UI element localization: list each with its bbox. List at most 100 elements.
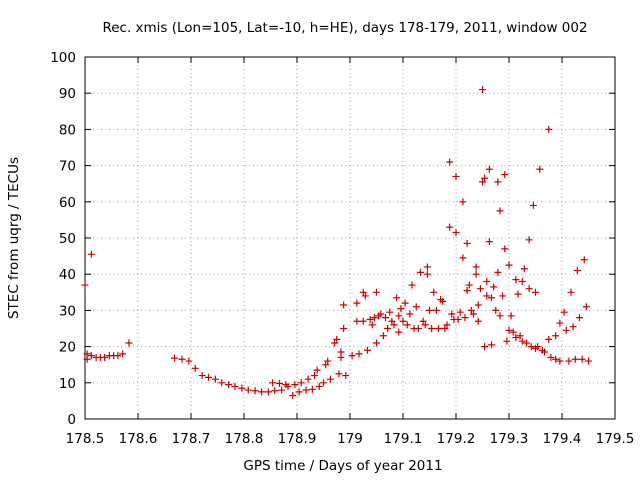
data-point: [370, 314, 378, 322]
data-point: [481, 343, 489, 351]
y-tick-label: 30: [59, 303, 76, 319]
data-point: [333, 335, 341, 343]
data-point: [552, 332, 560, 340]
data-point: [322, 361, 330, 369]
data-point: [456, 308, 464, 316]
data-point: [384, 325, 392, 332]
data-point: [125, 339, 133, 347]
data-point: [441, 325, 449, 332]
data-point: [512, 334, 520, 342]
data-point: [238, 384, 246, 392]
data-point: [490, 283, 498, 291]
plot-frame: [84, 56, 616, 420]
data-point: [251, 387, 259, 395]
data-point: [483, 292, 491, 300]
data-point: [575, 314, 583, 322]
data-point: [310, 372, 318, 380]
data-point: [225, 381, 233, 389]
y-tick-label: 100: [50, 50, 76, 66]
data-point: [518, 277, 526, 285]
data-point: [324, 357, 332, 365]
data-point: [560, 308, 568, 316]
x-tick-label: 178.6: [119, 431, 158, 447]
data-point: [353, 299, 361, 307]
data-point: [244, 386, 252, 394]
data-point: [366, 315, 374, 323]
data-point: [426, 306, 433, 314]
data-point: [302, 386, 310, 394]
data-point: [390, 321, 398, 329]
data-point: [348, 352, 356, 360]
data-point: [474, 301, 482, 309]
data-point: [569, 323, 577, 331]
x-tick-label: 179.3: [490, 431, 529, 447]
y-tick-label: 60: [59, 195, 76, 211]
data-point: [518, 337, 526, 345]
data-point: [459, 198, 467, 206]
data-point: [479, 86, 486, 94]
data-point: [585, 357, 592, 365]
y-tick-label: 90: [59, 86, 76, 102]
data-point: [547, 353, 555, 361]
data-point: [408, 281, 416, 289]
data-point: [479, 178, 486, 186]
data-point: [119, 350, 127, 358]
data-point: [340, 301, 348, 309]
data-point: [412, 303, 420, 311]
data-point: [278, 386, 286, 394]
data-point: [463, 239, 471, 247]
data-point: [373, 339, 380, 347]
data-point: [472, 263, 480, 271]
data-point: [552, 355, 560, 363]
data-point: [532, 288, 539, 296]
data-point: [571, 355, 579, 363]
data-point: [363, 346, 371, 354]
x-tick-label: 178.8: [225, 431, 264, 447]
data-point: [472, 270, 480, 278]
data-point: [522, 339, 530, 347]
x-tick-label: 178.9: [278, 431, 317, 447]
data-point: [446, 158, 454, 166]
data-point: [295, 388, 303, 396]
data-point: [386, 308, 394, 316]
data-point: [494, 178, 502, 186]
data-point: [525, 285, 533, 293]
data-point: [335, 370, 343, 378]
data-point: [388, 317, 396, 325]
data-point: [428, 325, 436, 332]
data-point: [509, 328, 517, 336]
data-point: [459, 254, 467, 262]
data-point: [488, 341, 496, 349]
data-point: [87, 250, 95, 258]
data-point: [399, 317, 407, 325]
data-point: [101, 353, 109, 361]
data-point: [379, 332, 387, 340]
data-point: [368, 321, 376, 329]
y-tick-label: 80: [59, 122, 76, 138]
data-point: [114, 352, 122, 360]
data-point: [291, 381, 299, 389]
data-point: [269, 379, 277, 387]
data-point: [481, 174, 489, 182]
data-point: [423, 270, 431, 278]
data-point: [87, 352, 95, 360]
chart-title: Rec. xmis (Lon=105, Lat=-10, h=HE), days…: [102, 20, 587, 36]
data-point: [534, 343, 542, 351]
data-point: [264, 388, 272, 396]
data-point: [191, 364, 199, 372]
data-point: [331, 339, 339, 347]
data-point: [204, 373, 212, 381]
data-point: [483, 277, 491, 285]
data-point: [514, 290, 522, 298]
data-point: [580, 256, 588, 264]
data-point: [492, 306, 500, 314]
data-point: [377, 310, 385, 318]
data-point: [231, 382, 239, 390]
x-axis-label: GPS time / Days of year 2011: [243, 458, 442, 474]
data-point: [401, 299, 409, 307]
x-tick-label: 179.1: [384, 431, 423, 447]
data-point: [562, 326, 570, 334]
y-axis-ticks: 0 10 20 30 40 50 60 70 80 90 100: [50, 50, 615, 428]
data-point: [567, 288, 575, 296]
